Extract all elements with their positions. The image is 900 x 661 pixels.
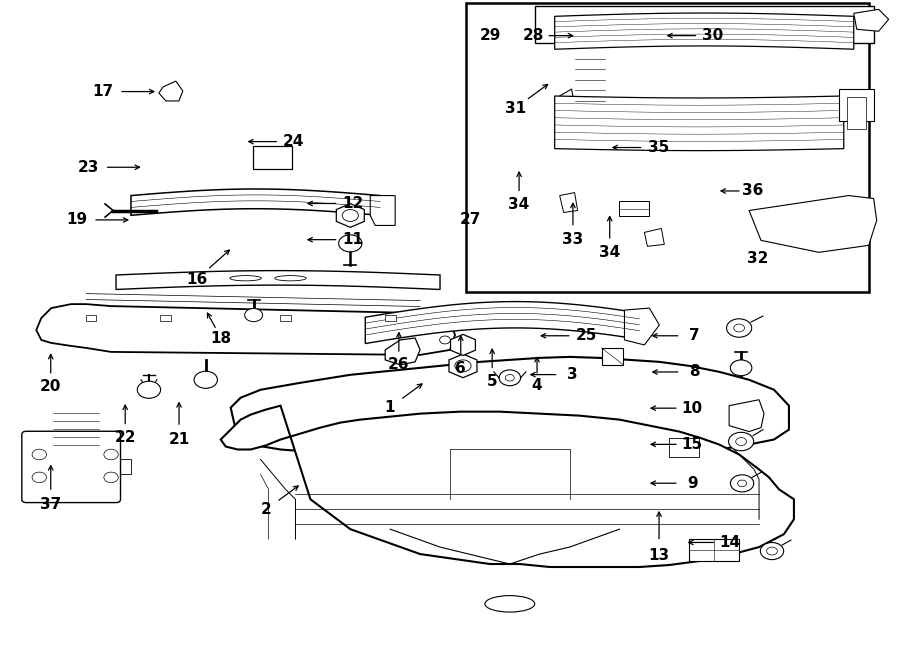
- Text: 37: 37: [40, 498, 61, 512]
- Circle shape: [104, 472, 118, 483]
- Polygon shape: [558, 374, 580, 396]
- Text: 33: 33: [562, 232, 583, 247]
- Text: 29: 29: [480, 28, 501, 43]
- Text: 35: 35: [647, 140, 669, 155]
- Ellipse shape: [485, 596, 535, 612]
- Circle shape: [32, 449, 47, 460]
- Text: 34: 34: [599, 245, 620, 260]
- FancyBboxPatch shape: [22, 431, 121, 502]
- Bar: [847, 97, 866, 129]
- Bar: [670, 438, 699, 457]
- Text: 21: 21: [168, 432, 190, 447]
- Text: 31: 31: [505, 100, 526, 116]
- Circle shape: [138, 381, 160, 399]
- Polygon shape: [729, 400, 764, 432]
- Text: 10: 10: [681, 401, 703, 416]
- Circle shape: [338, 235, 362, 252]
- Text: 30: 30: [702, 28, 724, 43]
- Text: 12: 12: [343, 196, 364, 211]
- Text: 32: 32: [747, 251, 769, 266]
- Circle shape: [731, 475, 754, 492]
- Polygon shape: [554, 13, 854, 49]
- Circle shape: [194, 371, 218, 389]
- Polygon shape: [625, 308, 660, 345]
- Bar: [535, 7, 874, 43]
- Bar: [385, 315, 396, 321]
- Text: 6: 6: [455, 360, 466, 375]
- Polygon shape: [560, 192, 578, 212]
- Bar: [839, 89, 874, 121]
- Circle shape: [738, 480, 747, 486]
- Text: 17: 17: [92, 84, 113, 99]
- Text: 5: 5: [487, 373, 498, 389]
- Circle shape: [32, 472, 47, 483]
- Text: 18: 18: [211, 331, 232, 346]
- Text: 26: 26: [388, 357, 410, 372]
- Circle shape: [245, 309, 263, 322]
- Polygon shape: [116, 270, 440, 290]
- Circle shape: [342, 210, 358, 221]
- Bar: [466, 3, 869, 292]
- Text: 28: 28: [523, 28, 544, 43]
- Polygon shape: [111, 459, 131, 475]
- Polygon shape: [36, 304, 455, 355]
- Polygon shape: [644, 229, 664, 247]
- Text: 14: 14: [719, 535, 741, 550]
- Circle shape: [734, 324, 744, 332]
- Circle shape: [499, 370, 520, 386]
- Circle shape: [104, 449, 118, 460]
- Circle shape: [505, 375, 514, 381]
- Polygon shape: [854, 9, 888, 31]
- Polygon shape: [554, 96, 844, 151]
- Text: 34: 34: [508, 196, 530, 212]
- Text: 9: 9: [687, 476, 698, 490]
- Text: 27: 27: [460, 212, 482, 227]
- Bar: [619, 200, 650, 217]
- Bar: [280, 315, 291, 321]
- Circle shape: [735, 438, 746, 446]
- Polygon shape: [230, 357, 789, 459]
- Text: 25: 25: [576, 329, 597, 343]
- Text: 11: 11: [343, 232, 364, 247]
- Polygon shape: [370, 196, 395, 225]
- Text: 19: 19: [67, 212, 87, 227]
- Polygon shape: [220, 406, 794, 567]
- Text: 1: 1: [384, 400, 395, 415]
- Text: 7: 7: [688, 329, 699, 343]
- Circle shape: [726, 319, 752, 337]
- Text: 4: 4: [532, 377, 543, 393]
- Circle shape: [439, 336, 450, 344]
- Bar: [86, 315, 96, 321]
- Polygon shape: [365, 301, 639, 344]
- Text: 3: 3: [567, 367, 577, 382]
- Text: 8: 8: [688, 364, 699, 379]
- Bar: [689, 539, 739, 561]
- Text: 22: 22: [114, 430, 136, 445]
- Bar: [253, 146, 292, 169]
- Circle shape: [728, 432, 753, 451]
- Text: 13: 13: [649, 548, 670, 563]
- Bar: [160, 315, 171, 321]
- Text: 20: 20: [40, 379, 61, 394]
- Polygon shape: [131, 189, 380, 215]
- Text: 15: 15: [681, 437, 703, 452]
- Polygon shape: [159, 81, 183, 101]
- Circle shape: [760, 543, 784, 560]
- Polygon shape: [558, 89, 574, 119]
- Circle shape: [767, 547, 778, 555]
- Text: 36: 36: [742, 184, 763, 198]
- Polygon shape: [749, 196, 877, 253]
- Text: 23: 23: [77, 160, 99, 175]
- Text: 16: 16: [186, 272, 208, 287]
- Ellipse shape: [230, 276, 261, 281]
- Circle shape: [730, 360, 752, 375]
- Text: 24: 24: [284, 134, 304, 149]
- Circle shape: [454, 360, 471, 371]
- Ellipse shape: [274, 276, 306, 281]
- Polygon shape: [385, 338, 420, 365]
- Bar: [601, 348, 624, 365]
- Text: 2: 2: [261, 502, 272, 517]
